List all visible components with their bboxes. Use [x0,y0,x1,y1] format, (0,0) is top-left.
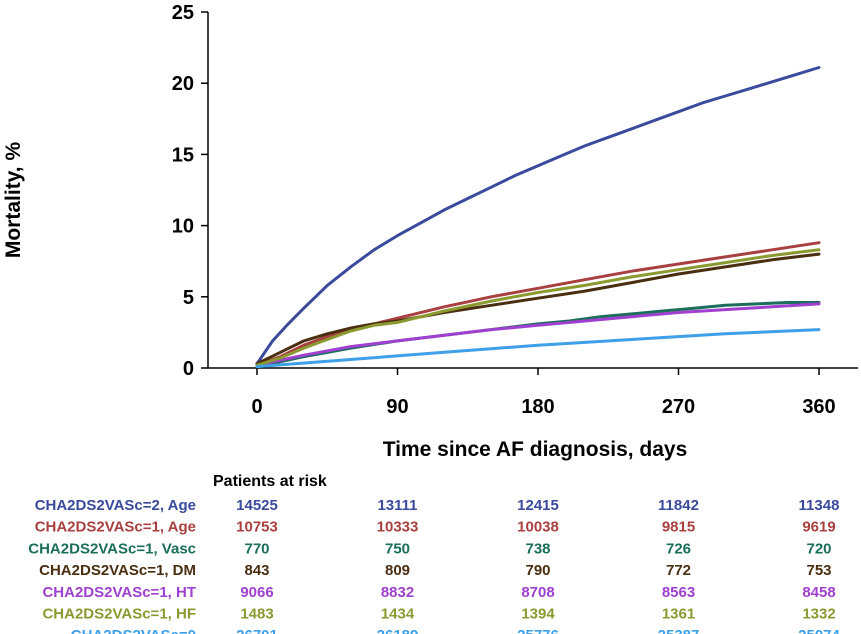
risk-row-label: CHA2DS2VASc=1, HF [42,606,196,623]
risk-count: 25387 [658,627,700,634]
risk-count: 720 [806,540,831,557]
y-tick-label: 25 [172,2,194,24]
risk-count: 14525 [236,497,278,514]
y-axis-title: Mortality, % [2,142,25,259]
series-line-6 [255,328,821,369]
risk-row-label: CHA2DS2VASc=1, HT [42,584,196,601]
risk-count: 11842 [658,497,699,514]
risk-count: 9619 [802,519,835,536]
risk-count: 9066 [240,584,273,601]
risk-table-title: Patients at risk [213,473,327,490]
series-line-1 [255,241,821,367]
risk-count: 1483 [240,606,273,623]
risk-count: 11348 [799,497,840,514]
risk-count: 10333 [377,519,419,536]
risk-count: 843 [244,562,269,579]
risk-count: 8708 [521,584,554,601]
risk-count: 9815 [662,519,695,536]
risk-table: CHA2DS2VASc=2, Age 14525 13111 12415 11842 11… [28,497,840,634]
axes: 0 5 10 15 20 25 0 90 180 270 360 [172,2,858,418]
risk-row-label: CHA2DS2VASc=0 [71,627,196,634]
risk-count: 8563 [662,584,695,601]
risk-count: 8832 [381,584,414,601]
risk-count: 1361 [662,606,695,623]
risk-count: 26189 [377,627,419,634]
x-tick-label: 360 [802,396,835,418]
x-tick-label: 180 [521,396,554,418]
risk-count: 1434 [381,606,415,623]
series-line-0 [255,66,821,366]
risk-row-label: CHA2DS2VASc=1, DM [39,562,196,579]
risk-count: 10753 [236,519,278,536]
y-tick-label: 15 [172,144,194,166]
y-tick-label: 20 [172,73,194,95]
series-line-5 [255,248,821,367]
risk-count: 770 [244,540,269,557]
y-tick-label: 10 [172,216,194,238]
risk-count: 13111 [377,497,417,514]
x-tick-label: 0 [251,396,262,418]
risk-count: 738 [525,540,550,557]
y-tick-label: 5 [183,287,194,309]
y-tick-label: 0 [183,358,194,380]
risk-count: 753 [806,562,831,579]
risk-count: 1332 [802,606,835,623]
risk-row-label: CHA2DS2VASc=1, Age [35,519,196,536]
x-tick-label: 270 [662,396,695,418]
risk-row-label: CHA2DS2VASc=1, Vasc [28,540,196,557]
x-axis-title: Time since AF diagnosis, days [383,438,688,461]
risk-count: 790 [525,562,550,579]
risk-count: 8458 [802,584,835,601]
series-line-3 [255,252,821,366]
series-line-4 [255,302,821,367]
risk-count: 726 [666,540,691,557]
risk-count: 772 [666,562,691,579]
risk-count: 10038 [517,519,559,536]
risk-count: 26701 [236,627,278,634]
x-tick-label: 90 [386,396,408,418]
risk-count: 1394 [521,606,555,623]
risk-count: 25776 [517,627,559,634]
risk-count: 809 [385,562,410,579]
series-lines [255,66,821,369]
risk-row-label: CHA2DS2VASc=2, Age [35,497,196,514]
risk-count: 25074 [798,627,840,634]
risk-count: 12415 [517,497,559,514]
risk-count: 750 [385,540,410,557]
